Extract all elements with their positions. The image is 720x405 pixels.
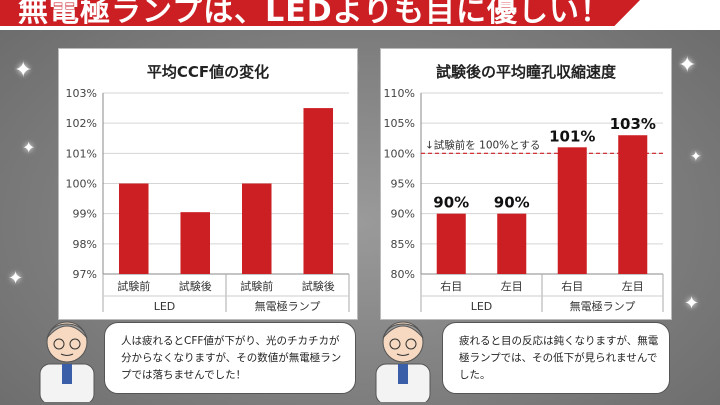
sparkle-icon: ✦: [8, 268, 24, 289]
chart-panel-ccf: 平均CCF値の変化 97% 98% 99% 100% 101% 102% 103% 試験前 試験…: [58, 48, 358, 320]
y-tick-label: 85%: [391, 238, 415, 251]
y-tick-label: 90%: [391, 208, 415, 221]
bar: [497, 213, 527, 274]
x-category-label: 試験前: [117, 279, 150, 293]
y-tick-label: 98%: [73, 238, 97, 251]
y-tick-label: 101%: [66, 147, 97, 160]
header-banner: 無電極ランプは、LEDよりも目に優しい！: [0, 0, 720, 30]
sparkle-icon: ✦: [678, 53, 697, 78]
y-tick-label: 80%: [391, 268, 415, 281]
x-category-label: 左目: [501, 280, 523, 293]
y-tick-label: 95%: [391, 178, 415, 191]
sparkle-icon: ✦: [22, 138, 36, 157]
group-label: 無電極ランプ: [255, 299, 321, 313]
bar: [118, 183, 149, 274]
bar: [303, 108, 334, 274]
data-label: 90%: [494, 194, 530, 212]
y-tick-label: 110%: [384, 87, 415, 100]
x-category-label: 試験後: [302, 279, 335, 293]
bar: [241, 183, 272, 274]
sparkle-icon: ✦: [684, 293, 700, 314]
group-label: 無電極ランプ: [570, 299, 636, 313]
x-category-label: 右目: [440, 279, 462, 293]
x-category-label: 左目: [622, 280, 644, 293]
sparkle-icon: ✦: [14, 58, 33, 83]
caption-text: 疲れると目の反応は鈍くなりますが、無電極ランプでは、その低下が見られませんでした…: [459, 335, 659, 381]
data-label: 103%: [610, 115, 656, 133]
y-tick-label: 100%: [384, 147, 415, 160]
page-title: 無電極ランプは、LEDよりも目に優しい！: [18, 0, 612, 29]
doctor-icon: [375, 321, 431, 402]
y-tick-label: 97%: [73, 268, 97, 281]
y-tick-label: 99%: [73, 208, 97, 221]
bar: [436, 213, 466, 274]
data-label: 90%: [433, 194, 469, 212]
data-label: 101%: [549, 127, 595, 145]
y-tick-label: 105%: [384, 117, 415, 130]
group-label: LED: [154, 300, 176, 313]
header-red-band: [0, 0, 640, 26]
doctor-icon: [39, 321, 95, 402]
y-tick-label: 100%: [66, 178, 97, 191]
sparkle-icon: ✦: [690, 149, 702, 165]
chart-title: 平均CCF値の変化: [146, 63, 270, 81]
chart-panel-pupil: 試験後の平均瞳孔収縮速度 80% 85% 90% 95% 100% 105% 110% 右目 9…: [380, 48, 672, 320]
chart-title: 試験後の平均瞳孔収縮速度: [435, 63, 616, 81]
caption-text: 人は疲れるとCFF値が下がり、光のチカチカが分からなくなりますが、その数値が無電…: [121, 335, 342, 381]
y-tick-label: 103%: [66, 87, 97, 100]
x-category-label: 試験前: [240, 279, 273, 293]
caption-bubble-right: 疲れると目の反応は鈍くなりますが、無電極ランプでは、その低下が見られませんでした…: [442, 322, 670, 394]
bar: [618, 135, 648, 274]
y-tick-label: 102%: [66, 117, 97, 130]
ccf-chart: 97%98%99%100%101%102%103%試験前 試験後 試験前 試験後LED…: [66, 87, 350, 313]
pupil-chart: 80% 85% 90% 95% 100% 105% 110% 右目 90% 左目 90% 右目 101%…: [384, 87, 664, 313]
x-category-label: 試験後: [179, 279, 212, 293]
bar: [180, 212, 211, 274]
group-label: LED: [471, 300, 493, 313]
bar: [557, 147, 587, 274]
x-category-label: 右目: [561, 279, 583, 293]
reference-label: ↓試験前を 100%とする: [425, 138, 540, 151]
caption-bubble-left: 人は疲れるとCFF値が下がり、光のチカチカが分からなくなりますが、その数値が無電…: [104, 322, 356, 394]
